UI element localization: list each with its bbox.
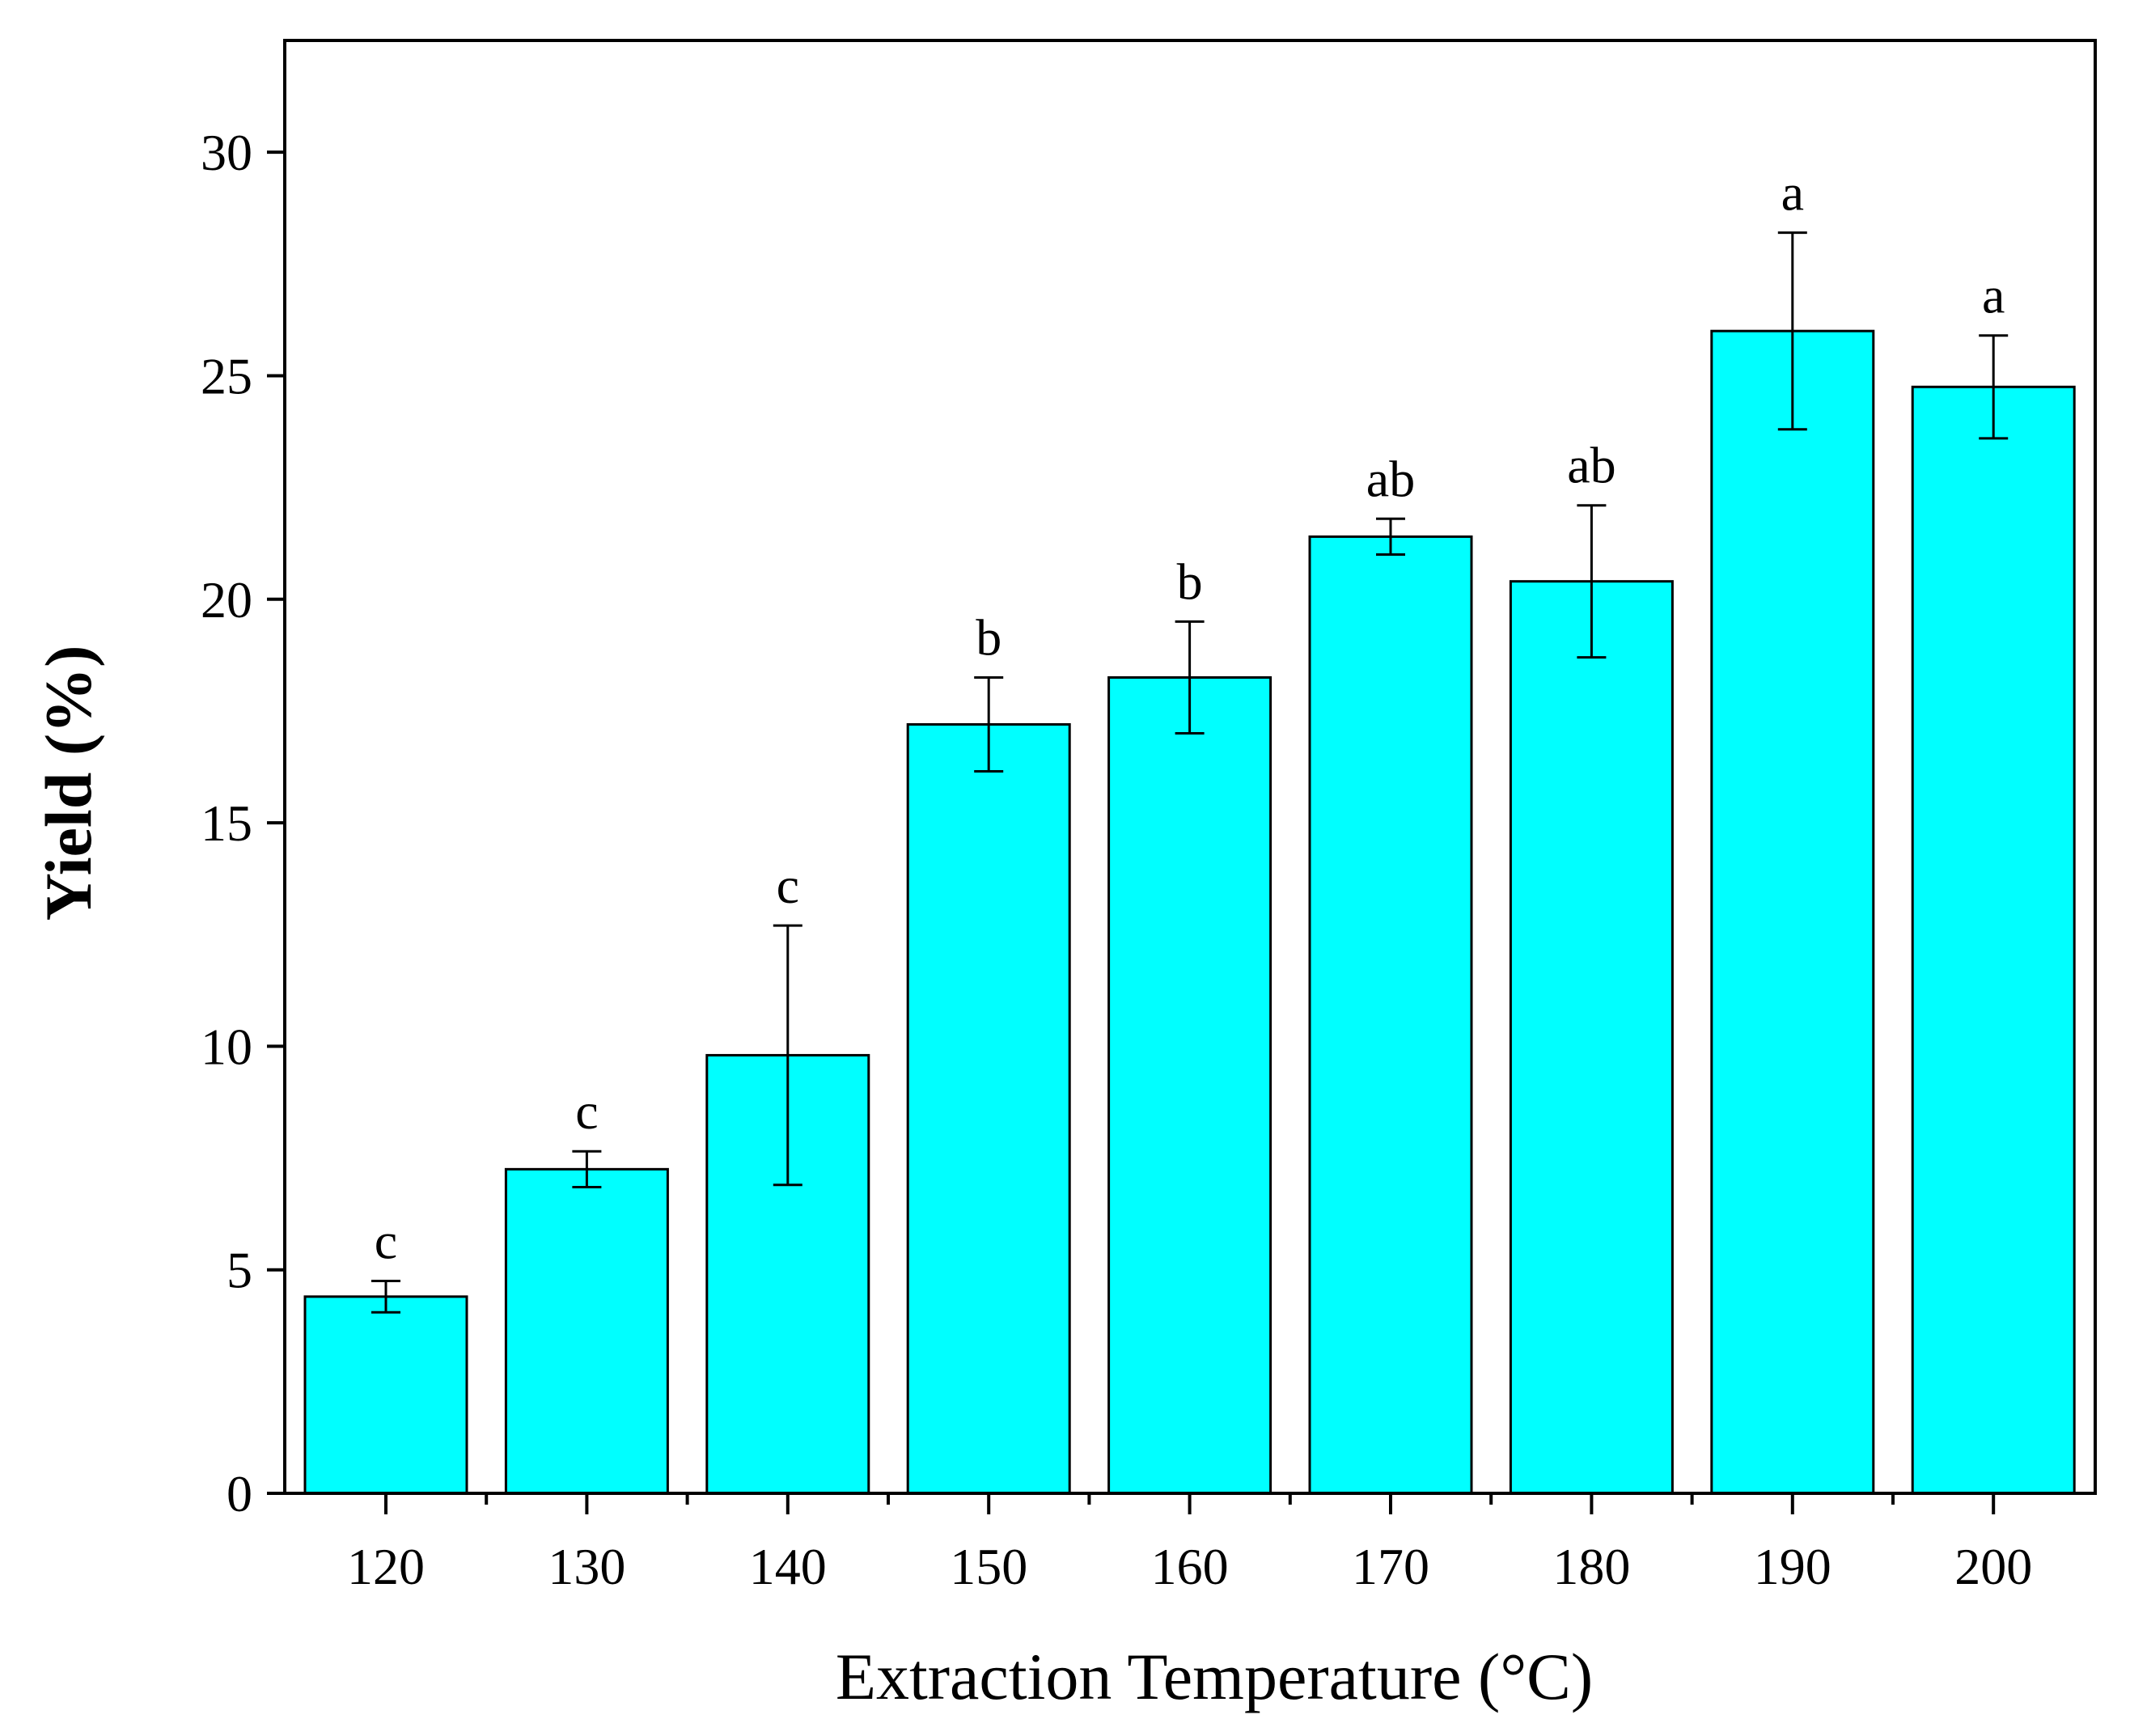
x-tick-label: 200 (1954, 1538, 2032, 1595)
bar (303, 1295, 468, 1495)
bar (504, 1167, 669, 1495)
bar (1710, 329, 1875, 1495)
y-tick-label: 20 (201, 571, 252, 629)
bar (906, 723, 1071, 1495)
significance-letter: c (375, 1213, 397, 1270)
significance-letter: ab (1366, 450, 1415, 507)
significance-letter: c (777, 857, 799, 914)
x-tick-label: 180 (1552, 1538, 1630, 1595)
y-tick-label: 5 (227, 1242, 252, 1299)
y-tick-label: 25 (201, 347, 252, 404)
x-tick-label: 130 (548, 1538, 625, 1595)
significance-letter: a (1982, 267, 2005, 324)
significance-letter: ab (1567, 437, 1615, 494)
x-tick-label: 120 (347, 1538, 425, 1595)
x-tick-label: 170 (1352, 1538, 1429, 1595)
y-tick-label: 10 (201, 1018, 252, 1075)
y-tick-label: 30 (201, 124, 252, 181)
y-tick-label: 0 (227, 1465, 252, 1522)
significance-letter: c (575, 1082, 598, 1140)
x-tick-label: 160 (1151, 1538, 1229, 1595)
bar (1308, 535, 1473, 1495)
x-axis-title: Extraction Temperature (°C) (836, 1640, 1593, 1713)
x-tick-label: 150 (950, 1538, 1027, 1595)
axes: 0 5 10 15 20 25 30 120 130 140 150 160 170 180 190 200 (201, 124, 2032, 1595)
y-tick-label: 15 (201, 794, 252, 852)
y-axis-title: Yield (%) (32, 646, 105, 921)
bar (1509, 580, 1674, 1495)
significance-letter: b (1177, 553, 1203, 610)
bar (1911, 385, 2076, 1495)
x-tick-label: 190 (1754, 1538, 1831, 1595)
plot-area: c c c b b ab ab a a (303, 164, 2076, 1495)
significance-letter: a (1781, 164, 1804, 222)
bar (1107, 675, 1272, 1495)
significance-letter: b (976, 608, 1001, 666)
x-tick-label: 140 (749, 1538, 827, 1595)
